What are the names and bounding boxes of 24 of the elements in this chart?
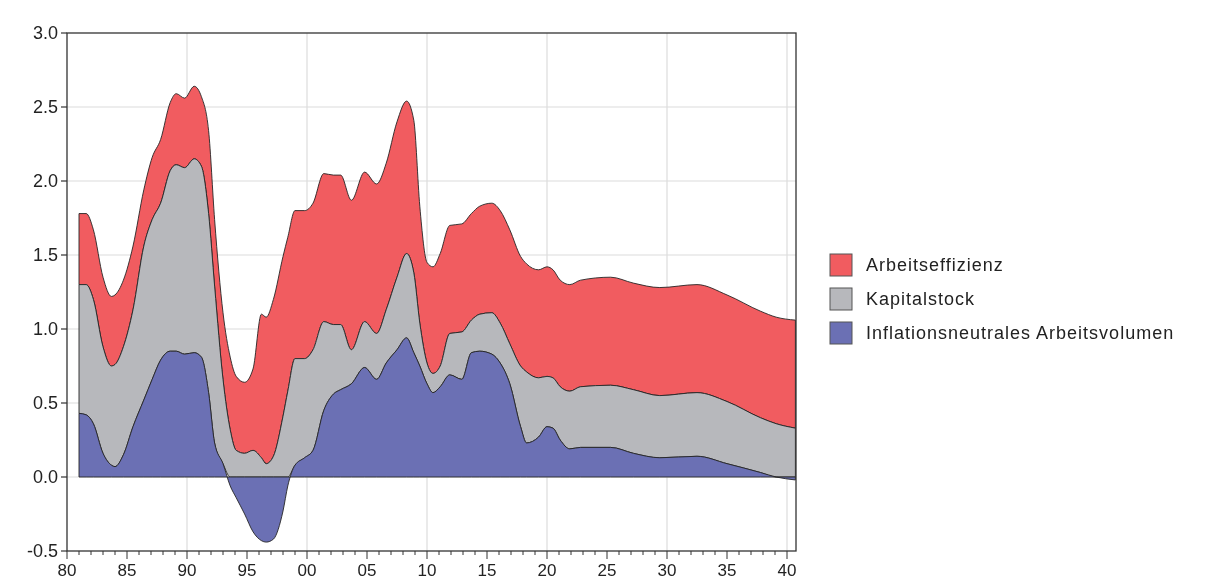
x-tick-label: 95: [237, 561, 257, 580]
x-tick-label: 00: [297, 561, 317, 580]
y-tick-label: 2.0: [32, 171, 58, 192]
x-tick-label: 25: [597, 561, 617, 580]
y-tick-label: 1.0: [32, 319, 58, 340]
legend-label: Arbeitseffizienz: [866, 255, 1004, 276]
y-tick-label: 2.5: [32, 97, 58, 118]
y-tick-label: 0.0: [32, 467, 58, 488]
x-tick-label: 05: [357, 561, 377, 580]
legend-label: Kapitalstock: [866, 289, 976, 310]
y-tick-label: 3.0: [32, 23, 58, 44]
x-tick-label: 80: [57, 561, 77, 580]
legend-label: Inflationsneutrales Arbeitsvolumen: [866, 323, 1175, 344]
x-tick-label: 35: [717, 561, 737, 580]
x-tick-label: 90: [177, 561, 197, 580]
x-tick-label: 85: [117, 561, 137, 580]
x-tick-label: 10: [417, 561, 437, 580]
x-tick-label: 30: [657, 561, 677, 580]
x-tick-label: 20: [537, 561, 557, 580]
y-tick-label: 0.5: [32, 393, 58, 414]
y-tick-label: -0.5: [26, 541, 58, 562]
x-tick-label: 40: [777, 561, 797, 580]
x-tick-label: 15: [477, 561, 497, 580]
y-tick-label: 1.5: [32, 245, 58, 266]
